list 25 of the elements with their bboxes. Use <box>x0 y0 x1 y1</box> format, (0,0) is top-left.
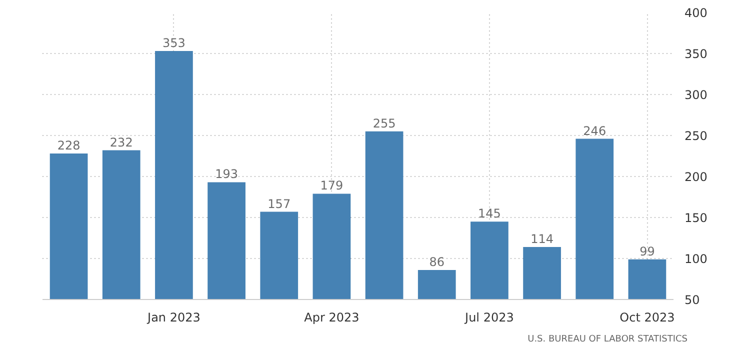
text: U.S. BUREAU OF LABOR STATISTICS <box>528 334 688 344</box>
x-tick-label: Jan 2023 <box>146 310 200 324</box>
data-label: 114 <box>530 232 554 246</box>
data-label: 179 <box>320 178 344 193</box>
data-label: 193 <box>215 167 238 182</box>
data-label: 232 <box>110 135 133 150</box>
x-tick-label: Jul 2023 <box>464 310 514 324</box>
data-label: 145 <box>478 206 501 221</box>
y-tick-label: 100 <box>684 252 708 266</box>
data-label: 353 <box>162 36 186 50</box>
y-tick-label: 150 <box>684 211 708 225</box>
data-label: 157 <box>268 196 291 211</box>
data-label: 228 <box>57 138 80 153</box>
x-tick-label: Oct 2023 <box>620 310 675 324</box>
data-label: 86 <box>429 254 445 269</box>
data-label: 255 <box>372 116 396 130</box>
y-tick-label: 400 <box>684 6 708 20</box>
y-tick-label: 50 <box>684 293 700 307</box>
y-tick-label: 350 <box>684 47 708 61</box>
y-tick-label: 200 <box>684 170 708 184</box>
data-label: 246 <box>583 124 606 138</box>
x-tick-label: Apr 2023 <box>304 310 360 324</box>
data-label: 99 <box>640 244 655 258</box>
y-tick-label: 300 <box>684 88 708 102</box>
y-tick-label: 250 <box>684 129 708 143</box>
